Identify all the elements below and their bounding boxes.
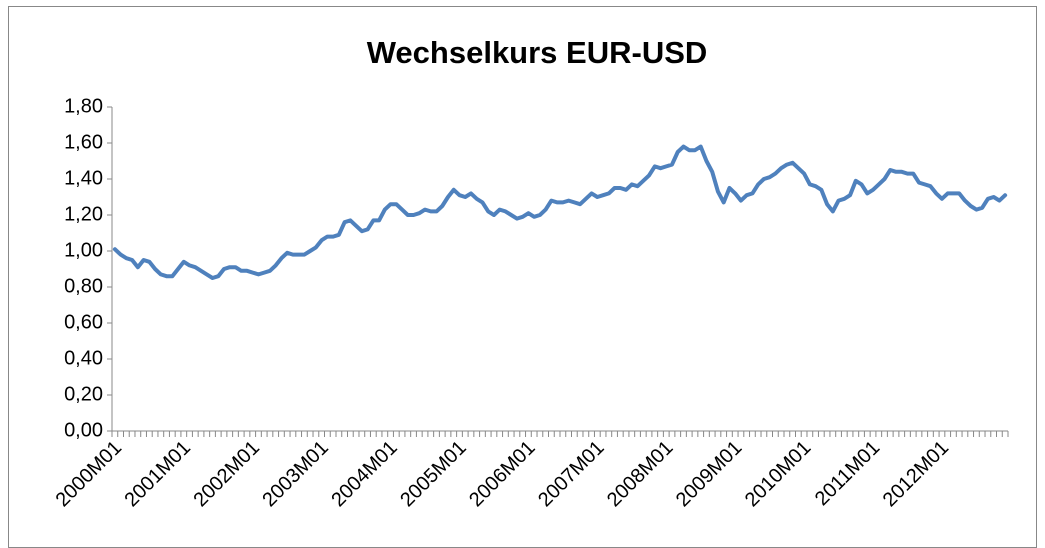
data-line [112, 144, 1008, 280]
y-tick-label: 0,40 [64, 347, 103, 369]
y-tick-label: 0,20 [64, 383, 103, 405]
y-tick-label: 1,00 [64, 239, 103, 261]
y-tick-label: 1,20 [64, 203, 103, 225]
chart-title: Wechselkurs EUR-USD [367, 35, 708, 70]
y-tick-label: 1,60 [64, 131, 103, 153]
y-tick-label: 0,60 [64, 311, 103, 333]
y-tick-label: 1,40 [64, 167, 103, 189]
chart-border [8, 6, 1037, 548]
y-tick-label: 1,80 [64, 95, 103, 117]
y-tick-label: 0,00 [64, 419, 103, 441]
y-tick-label: 0,80 [64, 275, 103, 297]
